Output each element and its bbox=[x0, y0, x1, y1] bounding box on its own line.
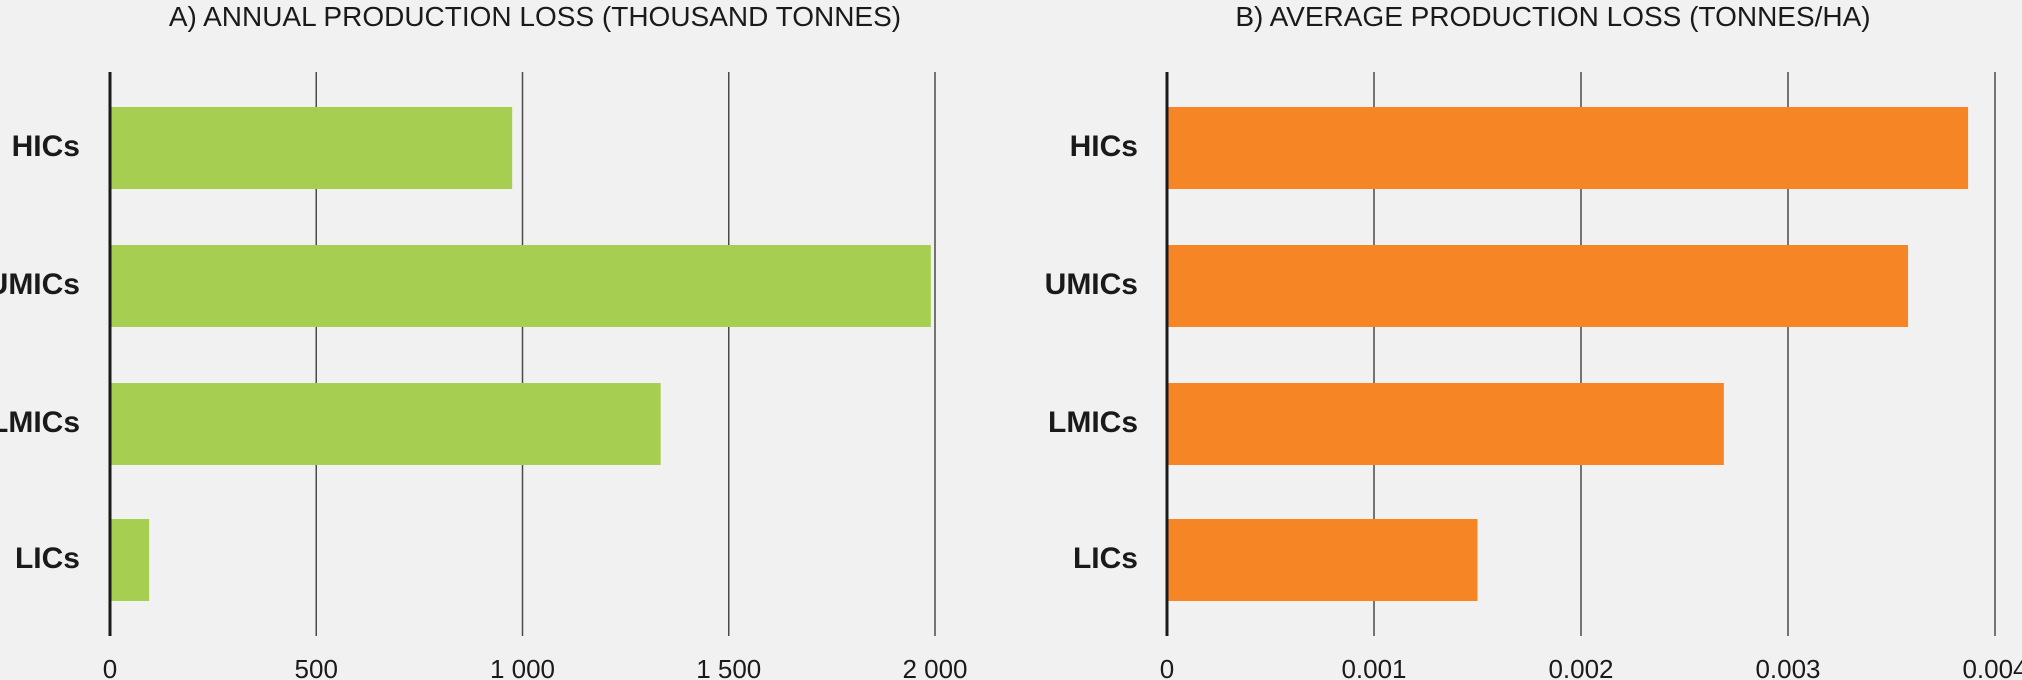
panel-annual-production-loss: A) ANNUAL PRODUCTION LOSS (THOUSAND TONN… bbox=[0, 1, 968, 680]
tick-label: 1 000 bbox=[490, 654, 555, 680]
category-label: UMICs bbox=[1045, 268, 1138, 301]
bar-umics bbox=[110, 245, 931, 327]
chart-title: B) AVERAGE PRODUCTION LOSS (TONNES/HA) bbox=[1235, 1, 1870, 32]
category-label: UMICs bbox=[0, 268, 80, 301]
panel-average-production-loss: B) AVERAGE PRODUCTION LOSS (TONNES/HA) H… bbox=[1045, 1, 2022, 680]
tick-label: 0 bbox=[1160, 654, 1174, 680]
category-label: LICs bbox=[1073, 542, 1138, 575]
bar-hics bbox=[110, 107, 513, 189]
tick-label: 0.004 bbox=[1962, 654, 2022, 680]
tick-label: 0.001 bbox=[1341, 654, 1406, 680]
tick-label: 500 bbox=[295, 654, 338, 680]
tick-label: 0 bbox=[103, 654, 117, 680]
category-label: HICs bbox=[1070, 130, 1138, 163]
tick-label: 0.003 bbox=[1755, 654, 1820, 680]
category-label: LICs bbox=[15, 542, 80, 575]
bar-lics bbox=[1167, 519, 1478, 601]
bar-lmics bbox=[110, 383, 661, 465]
tick-label: 0.002 bbox=[1548, 654, 1613, 680]
category-label: HICs bbox=[12, 130, 80, 163]
bar-hics bbox=[1167, 107, 1969, 189]
bar-lmics bbox=[1167, 383, 1724, 465]
chart-title: A) ANNUAL PRODUCTION LOSS (THOUSAND TONN… bbox=[169, 1, 901, 32]
tick-label: 1 500 bbox=[696, 654, 761, 680]
category-label: LMICs bbox=[1048, 406, 1138, 439]
bar-umics bbox=[1167, 245, 1909, 327]
bar-lics bbox=[110, 519, 150, 601]
category-label: LMICs bbox=[0, 406, 80, 439]
tick-label: 2 000 bbox=[902, 654, 967, 680]
